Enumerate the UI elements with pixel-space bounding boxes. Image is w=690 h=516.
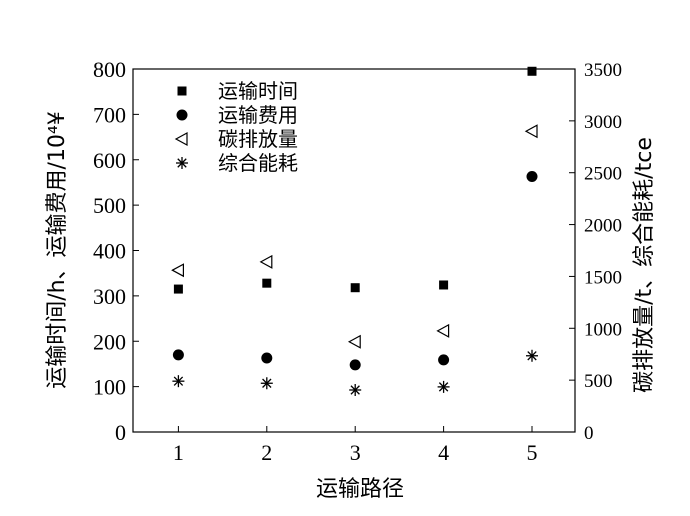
right-tick-label: 3000 xyxy=(584,112,622,133)
x-axis: 1 2 3 4 5 xyxy=(173,426,538,465)
right-tick-label: 1000 xyxy=(584,319,622,340)
point-triangle-left xyxy=(524,124,538,139)
left-tick-label: 300 xyxy=(93,284,126,309)
point-square xyxy=(439,280,449,290)
legend-label: 综合能耗 xyxy=(218,151,298,175)
right-tick-label: 0 xyxy=(584,423,594,444)
x-tick-label: 1 xyxy=(173,440,184,465)
x-tick-label: 5 xyxy=(527,440,538,465)
left-tick-label: 700 xyxy=(93,102,126,127)
legend-marker-triangle-left xyxy=(174,131,188,147)
legend-label: 运输费用 xyxy=(218,103,298,127)
x-tick-label: 4 xyxy=(438,440,449,465)
plot-frame xyxy=(132,68,576,433)
left-tick-label: 200 xyxy=(93,329,126,354)
point-circle xyxy=(526,171,538,183)
right-tick-label: 1500 xyxy=(584,267,622,288)
x-axis-title: 运输路径 xyxy=(316,477,404,502)
legend-marker-asterisk xyxy=(176,157,188,169)
right-axis: 0 500 1000 1500 2000 2500 3000 3500 xyxy=(569,60,622,444)
point-triangle-left xyxy=(259,254,273,269)
point-square xyxy=(527,66,537,76)
legend-label: 运输时间 xyxy=(218,79,298,103)
point-square xyxy=(350,283,360,293)
x-tick-label: 2 xyxy=(261,440,272,465)
left-tick-label: 100 xyxy=(93,375,126,400)
point-circle xyxy=(261,352,273,364)
left-axis-title: 运输时间/h、运输费用/10⁴¥ xyxy=(45,111,70,389)
point-triangle-left xyxy=(436,323,450,338)
point-triangle-left xyxy=(347,334,361,349)
point-asterisk xyxy=(437,380,450,393)
point-square xyxy=(173,284,183,294)
left-tick-label: 400 xyxy=(93,239,126,264)
right-tick-label: 3500 xyxy=(584,60,622,81)
point-circle xyxy=(349,359,361,371)
right-axis-title: 碳排放量/t、综合能耗/tce xyxy=(632,137,657,393)
left-tick-label: 600 xyxy=(93,148,126,173)
x-tick-label: 3 xyxy=(350,440,361,465)
left-tick-label: 800 xyxy=(93,57,126,82)
legend-marker-circle xyxy=(176,109,188,121)
point-circle xyxy=(172,349,184,361)
point-triangle-left xyxy=(171,263,184,278)
point-asterisk xyxy=(349,383,362,396)
point-asterisk xyxy=(526,349,538,362)
point-asterisk xyxy=(172,375,185,388)
right-tick-label: 2500 xyxy=(584,164,622,185)
right-tick-label: 500 xyxy=(584,371,613,392)
point-square xyxy=(262,278,272,288)
legend-marker-square xyxy=(177,86,187,96)
right-tick-label: 2000 xyxy=(584,216,622,237)
left-axis: 0 100 200 300 400 500 600 700 800 xyxy=(93,57,139,445)
left-tick-label: 0 xyxy=(115,420,126,445)
left-tick-label: 500 xyxy=(93,193,126,218)
data-marks xyxy=(171,66,538,396)
legend-label: 碳排放量 xyxy=(218,127,298,151)
point-asterisk xyxy=(260,377,273,390)
point-circle xyxy=(438,354,450,366)
